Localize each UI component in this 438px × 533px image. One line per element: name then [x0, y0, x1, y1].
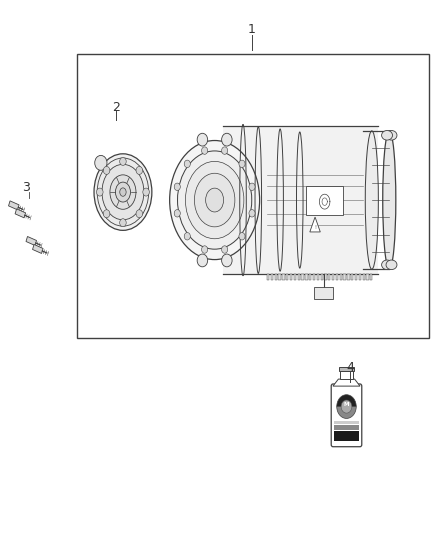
Bar	[328, 274, 330, 280]
Circle shape	[174, 183, 180, 190]
Ellipse shape	[102, 164, 144, 220]
Bar	[294, 274, 296, 280]
Ellipse shape	[116, 182, 131, 202]
Bar	[334, 421, 359, 424]
FancyBboxPatch shape	[331, 384, 362, 447]
Bar	[290, 274, 292, 280]
Polygon shape	[26, 237, 36, 246]
Bar	[275, 274, 277, 280]
Circle shape	[249, 209, 255, 217]
Circle shape	[222, 246, 228, 253]
Bar	[223, 126, 378, 274]
Bar	[343, 274, 346, 280]
Bar	[351, 274, 353, 280]
Bar	[309, 274, 311, 280]
Circle shape	[201, 246, 208, 253]
Bar	[313, 274, 315, 280]
Circle shape	[197, 133, 208, 146]
Circle shape	[239, 160, 245, 167]
Ellipse shape	[110, 175, 136, 209]
Bar	[317, 274, 319, 280]
Bar	[334, 431, 359, 441]
Bar	[334, 425, 359, 430]
Bar	[336, 274, 338, 280]
Wedge shape	[337, 407, 356, 418]
Bar	[321, 274, 323, 280]
Ellipse shape	[185, 161, 244, 239]
Bar	[355, 274, 357, 280]
Circle shape	[136, 166, 143, 174]
Circle shape	[120, 157, 126, 165]
Ellipse shape	[97, 158, 148, 226]
Bar	[279, 274, 281, 280]
Bar	[332, 274, 334, 280]
Polygon shape	[32, 245, 43, 254]
Ellipse shape	[383, 131, 396, 269]
Bar	[271, 274, 273, 280]
Ellipse shape	[205, 188, 224, 212]
Wedge shape	[337, 395, 356, 407]
Ellipse shape	[365, 131, 378, 269]
Bar	[305, 274, 307, 280]
Circle shape	[136, 210, 143, 217]
Ellipse shape	[386, 131, 397, 140]
Circle shape	[222, 254, 232, 267]
Circle shape	[143, 188, 149, 196]
Text: !: !	[314, 225, 316, 230]
Polygon shape	[333, 379, 360, 386]
Bar	[339, 274, 342, 280]
Ellipse shape	[194, 173, 235, 227]
Text: 4: 4	[346, 361, 354, 374]
Circle shape	[103, 210, 110, 217]
Circle shape	[103, 166, 110, 174]
Bar	[297, 274, 300, 280]
Bar	[286, 274, 288, 280]
Text: 3: 3	[22, 181, 30, 195]
Bar	[359, 274, 361, 280]
Ellipse shape	[381, 260, 392, 270]
Polygon shape	[15, 209, 25, 218]
Bar	[301, 274, 304, 280]
Circle shape	[184, 160, 191, 167]
Ellipse shape	[170, 141, 260, 260]
Bar	[306, 185, 343, 215]
Bar	[363, 274, 365, 280]
Ellipse shape	[120, 188, 126, 196]
Text: M: M	[344, 402, 349, 407]
Text: 1: 1	[248, 23, 256, 36]
Ellipse shape	[381, 131, 392, 140]
Polygon shape	[8, 201, 19, 210]
Circle shape	[120, 219, 126, 227]
Circle shape	[239, 232, 245, 240]
Circle shape	[197, 254, 208, 267]
Ellipse shape	[386, 260, 397, 270]
Bar	[283, 274, 285, 280]
Circle shape	[96, 188, 103, 196]
Bar	[267, 274, 269, 280]
Ellipse shape	[94, 154, 152, 230]
Bar	[347, 274, 350, 280]
Bar	[339, 367, 353, 371]
Circle shape	[249, 183, 255, 190]
Text: 2: 2	[113, 101, 120, 114]
Circle shape	[341, 400, 352, 413]
Circle shape	[222, 147, 228, 155]
Circle shape	[184, 232, 191, 240]
Circle shape	[174, 209, 180, 217]
Ellipse shape	[177, 151, 252, 249]
Bar	[77, 54, 428, 338]
Bar	[340, 371, 353, 379]
Bar	[324, 274, 327, 280]
Bar	[366, 274, 369, 280]
Bar	[314, 287, 333, 300]
Circle shape	[95, 156, 107, 170]
Polygon shape	[310, 217, 320, 232]
Circle shape	[222, 133, 232, 146]
Circle shape	[201, 147, 208, 155]
Bar	[370, 274, 372, 280]
